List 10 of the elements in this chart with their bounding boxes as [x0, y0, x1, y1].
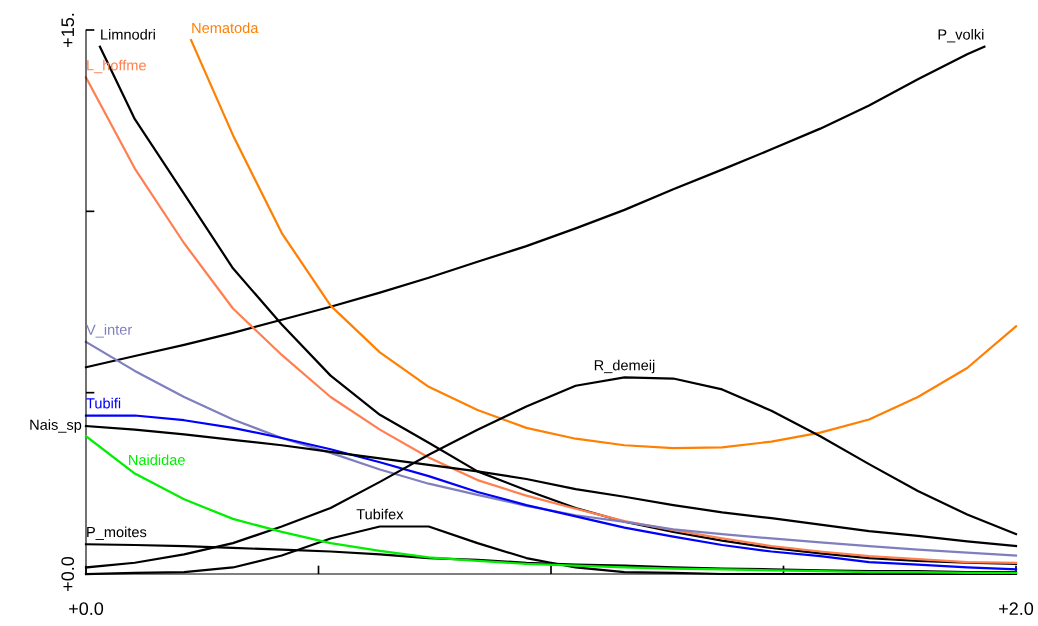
series-label: P_moites	[87, 526, 147, 540]
series-label: Limnodri	[101, 28, 155, 40]
series-label: R_demeij	[594, 359, 655, 374]
series-label: Tubifex	[356, 508, 404, 520]
series-label: P_volki	[938, 28, 984, 43]
series-label: Nais_sp	[30, 419, 82, 433]
series-label: Nematoda	[192, 22, 259, 34]
y-tick-label: +15.	[61, 13, 75, 47]
series-label: Naididae	[129, 454, 185, 466]
x-tick-label: +2.0	[999, 602, 1034, 616]
